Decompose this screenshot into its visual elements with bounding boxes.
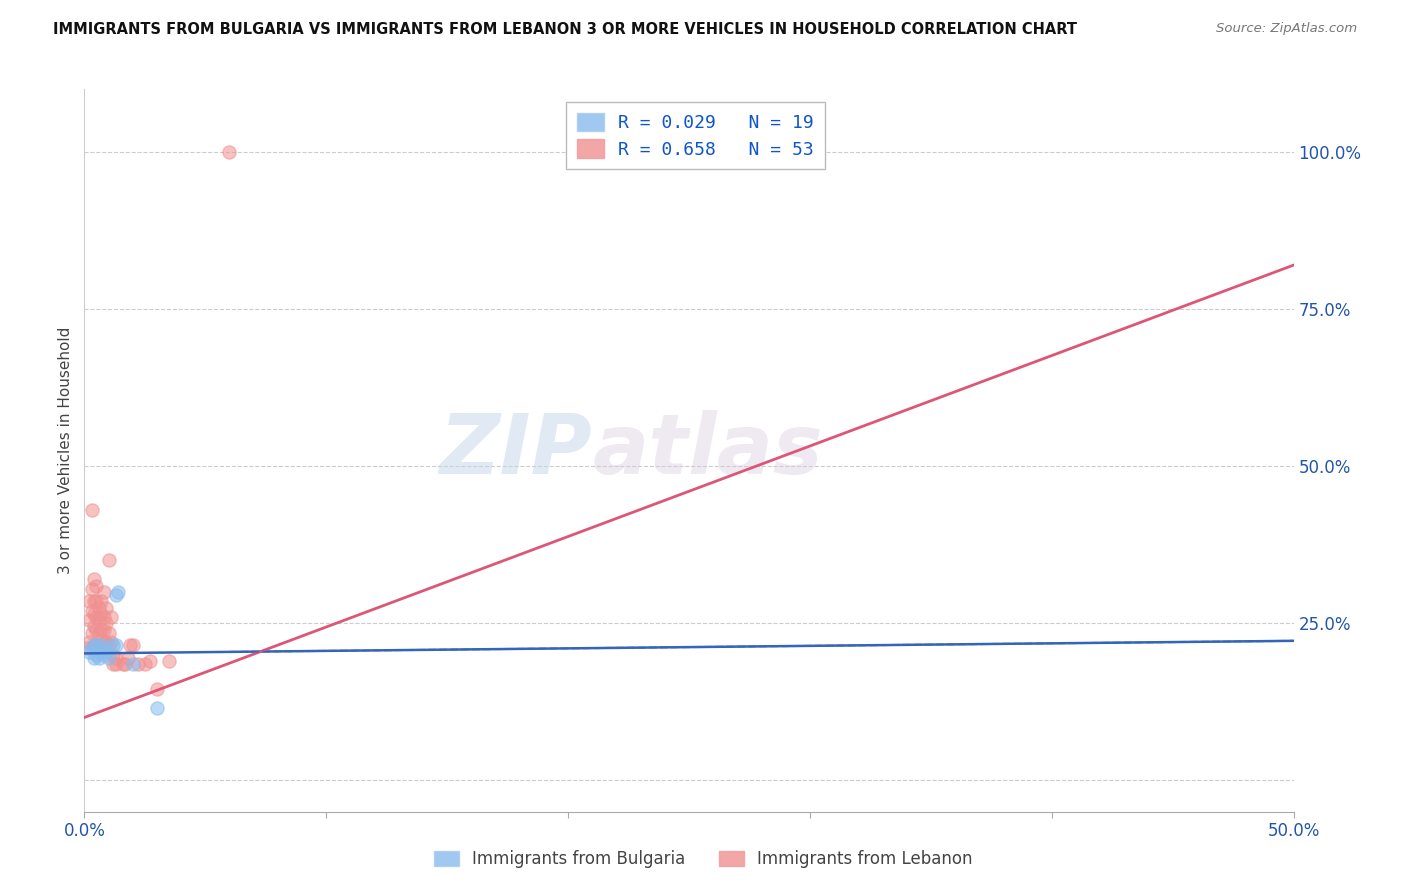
Y-axis label: 3 or more Vehicles in Household: 3 or more Vehicles in Household — [58, 326, 73, 574]
Point — [127, 657, 149, 671]
Point — [86, 638, 108, 652]
Point — [146, 701, 169, 715]
Point — [104, 638, 127, 652]
Point — [80, 604, 103, 618]
Point — [83, 619, 105, 633]
Point — [94, 600, 117, 615]
Point — [97, 650, 120, 665]
Point — [93, 623, 115, 637]
Point — [90, 594, 112, 608]
Point — [77, 613, 100, 627]
Point — [90, 607, 112, 621]
Point — [218, 145, 240, 159]
Point — [83, 572, 105, 586]
Point — [87, 638, 110, 652]
Point — [93, 610, 115, 624]
Point — [94, 635, 117, 649]
Point — [83, 594, 105, 608]
Point — [157, 654, 180, 668]
Text: IMMIGRANTS FROM BULGARIA VS IMMIGRANTS FROM LEBANON 3 OR MORE VEHICLES IN HOUSEH: IMMIGRANTS FROM BULGARIA VS IMMIGRANTS F… — [53, 22, 1077, 37]
Point — [103, 648, 125, 662]
Point — [83, 650, 105, 665]
Point — [83, 638, 105, 652]
Point — [134, 657, 156, 671]
Text: Source: ZipAtlas.com: Source: ZipAtlas.com — [1216, 22, 1357, 36]
Point — [107, 584, 129, 599]
Point — [114, 657, 136, 671]
Point — [80, 641, 103, 656]
Point — [87, 613, 110, 627]
Point — [83, 607, 105, 621]
Text: atlas: atlas — [592, 410, 823, 491]
Point — [94, 616, 117, 631]
Point — [77, 594, 100, 608]
Point — [138, 654, 160, 668]
Point — [77, 635, 100, 649]
Point — [80, 582, 103, 596]
Point — [100, 610, 122, 624]
Point — [100, 635, 122, 649]
Point — [86, 610, 108, 624]
Point — [87, 644, 110, 658]
Text: ZIP: ZIP — [440, 410, 592, 491]
Point — [121, 657, 143, 671]
Legend: R = 0.029   N = 19, R = 0.658   N = 53: R = 0.029 N = 19, R = 0.658 N = 53 — [567, 102, 825, 169]
Point — [86, 623, 108, 637]
Point — [97, 625, 120, 640]
Point — [103, 657, 125, 671]
Point — [86, 648, 108, 662]
Point — [112, 657, 135, 671]
Point — [76, 641, 98, 656]
Legend: Immigrants from Bulgaria, Immigrants from Lebanon: Immigrants from Bulgaria, Immigrants fro… — [427, 844, 979, 875]
Point — [97, 638, 120, 652]
Point — [146, 682, 169, 697]
Point — [80, 625, 103, 640]
Point — [87, 600, 110, 615]
Point — [97, 553, 120, 567]
Point — [120, 638, 142, 652]
Point — [90, 638, 112, 652]
Point — [86, 594, 108, 608]
Point — [83, 638, 105, 652]
Point — [93, 641, 115, 656]
Point — [87, 625, 110, 640]
Point — [104, 650, 127, 665]
Point — [94, 644, 117, 658]
Point — [103, 638, 125, 652]
Point — [104, 588, 127, 602]
Point — [90, 623, 112, 637]
Point — [87, 650, 110, 665]
Point — [93, 584, 115, 599]
Point — [121, 638, 143, 652]
Point — [86, 578, 108, 592]
Point — [77, 644, 100, 658]
Point — [93, 635, 115, 649]
Point — [80, 503, 103, 517]
Point — [93, 648, 115, 662]
Point — [86, 638, 108, 652]
Point — [117, 650, 139, 665]
Point — [104, 657, 127, 671]
Point — [90, 638, 112, 652]
